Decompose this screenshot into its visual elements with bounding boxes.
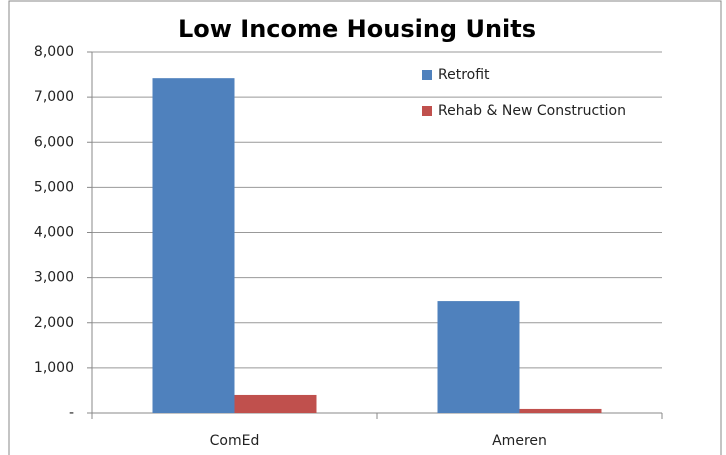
legend-swatch: [422, 106, 432, 116]
y-tick-label: 5,000: [34, 179, 74, 195]
legend-swatch: [422, 70, 432, 80]
legend-label: Retrofit: [438, 67, 490, 83]
y-tick-label: 7,000: [34, 89, 74, 105]
bar: [234, 394, 317, 413]
y-tick-label: -: [69, 405, 74, 421]
legend-label: Rehab & New Construction: [438, 103, 626, 119]
x-tick-label: ComEd: [210, 433, 260, 449]
y-tick-label: 6,000: [34, 134, 74, 150]
bar: [152, 78, 235, 414]
y-tick-label: 1,000: [34, 360, 74, 376]
x-tick-label: Ameren: [492, 433, 547, 449]
bar: [519, 408, 602, 413]
y-tick-label: 8,000: [34, 44, 74, 60]
y-tick-label: 4,000: [34, 225, 74, 241]
y-tick-label: 3,000: [34, 270, 74, 286]
bar: [437, 301, 520, 413]
y-tick-label: 2,000: [34, 315, 74, 331]
chart-border: [8, 0, 722, 455]
chart-title: Low Income Housing Units: [178, 15, 536, 43]
